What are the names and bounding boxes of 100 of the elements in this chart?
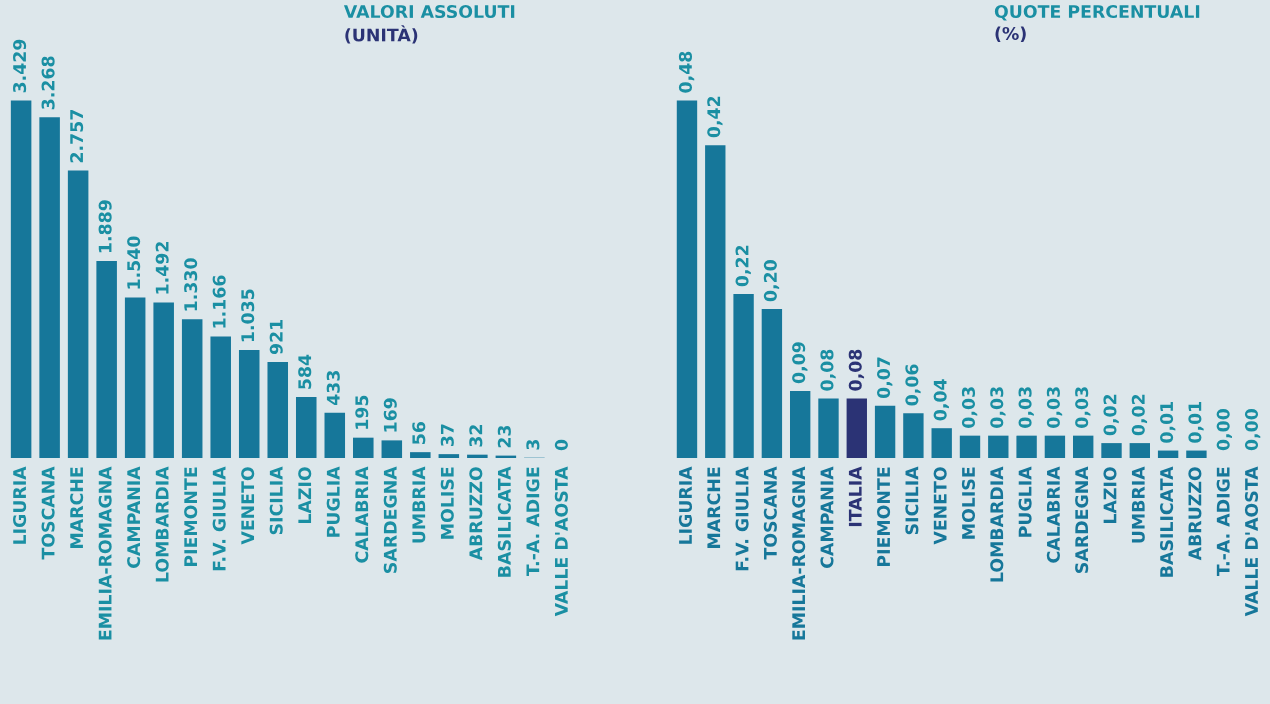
bar bbox=[467, 454, 488, 458]
x-tick-label: PIEMONTE bbox=[877, 467, 891, 567]
bar bbox=[39, 117, 60, 458]
data-label: 3.429 bbox=[13, 39, 27, 93]
x-tick-label: LOMBARDIA bbox=[990, 466, 1004, 582]
x-tick-label: BASILICATA bbox=[1160, 466, 1174, 577]
chart-subtitle: (UNITÀ) bbox=[345, 25, 418, 44]
bar bbox=[210, 336, 231, 458]
x-tick-label: LIGURIA bbox=[678, 466, 693, 544]
bar bbox=[761, 309, 783, 458]
data-label: 0,09 bbox=[792, 342, 808, 384]
data-label: 0,03 bbox=[1046, 387, 1063, 428]
x-tick-label: EMILIA-ROMAGNA bbox=[98, 466, 112, 640]
bar bbox=[10, 100, 32, 458]
x-tick-label: SARDEGNA bbox=[1075, 466, 1089, 573]
data-label: 1.889 bbox=[98, 200, 112, 253]
data-label: 0,08 bbox=[820, 349, 836, 391]
x-tick-label: SICILIA bbox=[905, 466, 919, 535]
data-label: 23 bbox=[497, 425, 511, 448]
bar bbox=[353, 437, 374, 458]
x-tick-label: BASILICATA bbox=[497, 466, 511, 577]
data-label: 0,07 bbox=[877, 357, 893, 399]
data-label: 0,03 bbox=[990, 387, 1006, 428]
x-tick-label: LOMBARDIA bbox=[155, 466, 169, 582]
bar bbox=[705, 145, 726, 458]
data-label: 0,00 bbox=[1216, 409, 1232, 451]
x-tick-label: ITALIA bbox=[848, 466, 862, 527]
bar bbox=[381, 440, 403, 458]
x-tick-label: LAZIO bbox=[298, 467, 312, 524]
data-label: 1.540 bbox=[127, 236, 141, 289]
data-label: 2.757 bbox=[70, 110, 84, 163]
x-tick-label: SICILIA bbox=[269, 466, 283, 535]
x-tick-label: EMILIA-ROMAGNA bbox=[792, 466, 806, 640]
bar bbox=[846, 398, 867, 458]
x-tick-label: MARCHE bbox=[70, 467, 84, 548]
bar bbox=[1073, 435, 1094, 458]
data-label: 0,01 bbox=[1188, 401, 1204, 443]
x-tick-label: TOSCANA bbox=[41, 466, 55, 560]
x-tick-label: ABRUZZO bbox=[469, 467, 483, 561]
bar bbox=[410, 452, 431, 458]
data-label: 0,22 bbox=[735, 245, 751, 287]
bar bbox=[988, 435, 1009, 458]
bar bbox=[1101, 443, 1122, 458]
bar bbox=[267, 361, 289, 458]
data-label: 0,03 bbox=[1075, 387, 1091, 428]
data-label: 921 bbox=[269, 319, 283, 355]
data-label: 0 bbox=[554, 439, 568, 451]
x-tick-label: CAMPANIA bbox=[127, 466, 141, 568]
x-tick-label: TOSCANA bbox=[763, 466, 777, 560]
x-tick-label: T.-A. ADIGE bbox=[526, 467, 540, 577]
bar bbox=[1044, 435, 1066, 458]
data-label: 0,42 bbox=[707, 96, 723, 138]
chart-subtitle: (%) bbox=[995, 26, 1026, 43]
data-label: 584 bbox=[298, 354, 312, 389]
x-tick-label: VALLE D'AOSTA bbox=[554, 466, 568, 617]
data-label: 37 bbox=[440, 424, 454, 447]
bar bbox=[818, 398, 839, 458]
data-label: 0,03 bbox=[961, 387, 978, 428]
data-label: 0,00 bbox=[1244, 409, 1261, 451]
x-tick-label: VENETO bbox=[933, 467, 947, 545]
data-label: 56 bbox=[412, 421, 426, 444]
data-label: 195 bbox=[355, 395, 369, 429]
x-tick-label: UMBRIA bbox=[1131, 466, 1145, 543]
bar bbox=[438, 454, 460, 458]
chart-title: QUOTE PERCENTUALI bbox=[994, 4, 1200, 21]
data-label: 169 bbox=[383, 398, 397, 432]
bar bbox=[790, 390, 811, 458]
x-tick-label: MARCHE bbox=[707, 467, 721, 548]
data-label: 3.268 bbox=[41, 56, 55, 110]
bar bbox=[676, 100, 698, 458]
bar bbox=[124, 297, 146, 458]
x-tick-label: PIEMONTE bbox=[184, 467, 198, 567]
x-tick-label: PUGLIA bbox=[1018, 466, 1032, 537]
x-tick-label: MOLISE bbox=[440, 467, 454, 539]
bar bbox=[1016, 435, 1037, 458]
data-label: 1.035 bbox=[241, 289, 255, 342]
data-label: 1.166 bbox=[212, 275, 226, 328]
bar bbox=[874, 405, 896, 458]
bar bbox=[1129, 443, 1150, 458]
x-tick-label: SARDEGNA bbox=[383, 466, 397, 573]
data-label: 0,48 bbox=[678, 51, 695, 93]
data-label: 0,02 bbox=[1131, 394, 1148, 436]
data-label: 0,01 bbox=[1160, 401, 1176, 443]
data-label: 32 bbox=[469, 425, 483, 447]
bar bbox=[153, 302, 174, 458]
bar bbox=[324, 412, 346, 458]
bar bbox=[959, 435, 981, 458]
x-tick-label: CALABRIA bbox=[1046, 466, 1060, 563]
x-tick-label: LAZIO bbox=[1103, 467, 1117, 524]
bar bbox=[931, 428, 952, 458]
bar bbox=[903, 413, 924, 458]
bar bbox=[1186, 450, 1207, 458]
data-label: 0,20 bbox=[763, 260, 780, 302]
data-label: 0,03 bbox=[1018, 387, 1034, 428]
data-label: 1.330 bbox=[184, 258, 198, 311]
x-tick-label: ABRUZZO bbox=[1188, 467, 1202, 561]
x-tick-label: CAMPANIA bbox=[820, 466, 834, 568]
bar bbox=[67, 170, 89, 458]
x-tick-label: F.V. GIULIA bbox=[735, 466, 749, 571]
bar bbox=[238, 350, 260, 458]
